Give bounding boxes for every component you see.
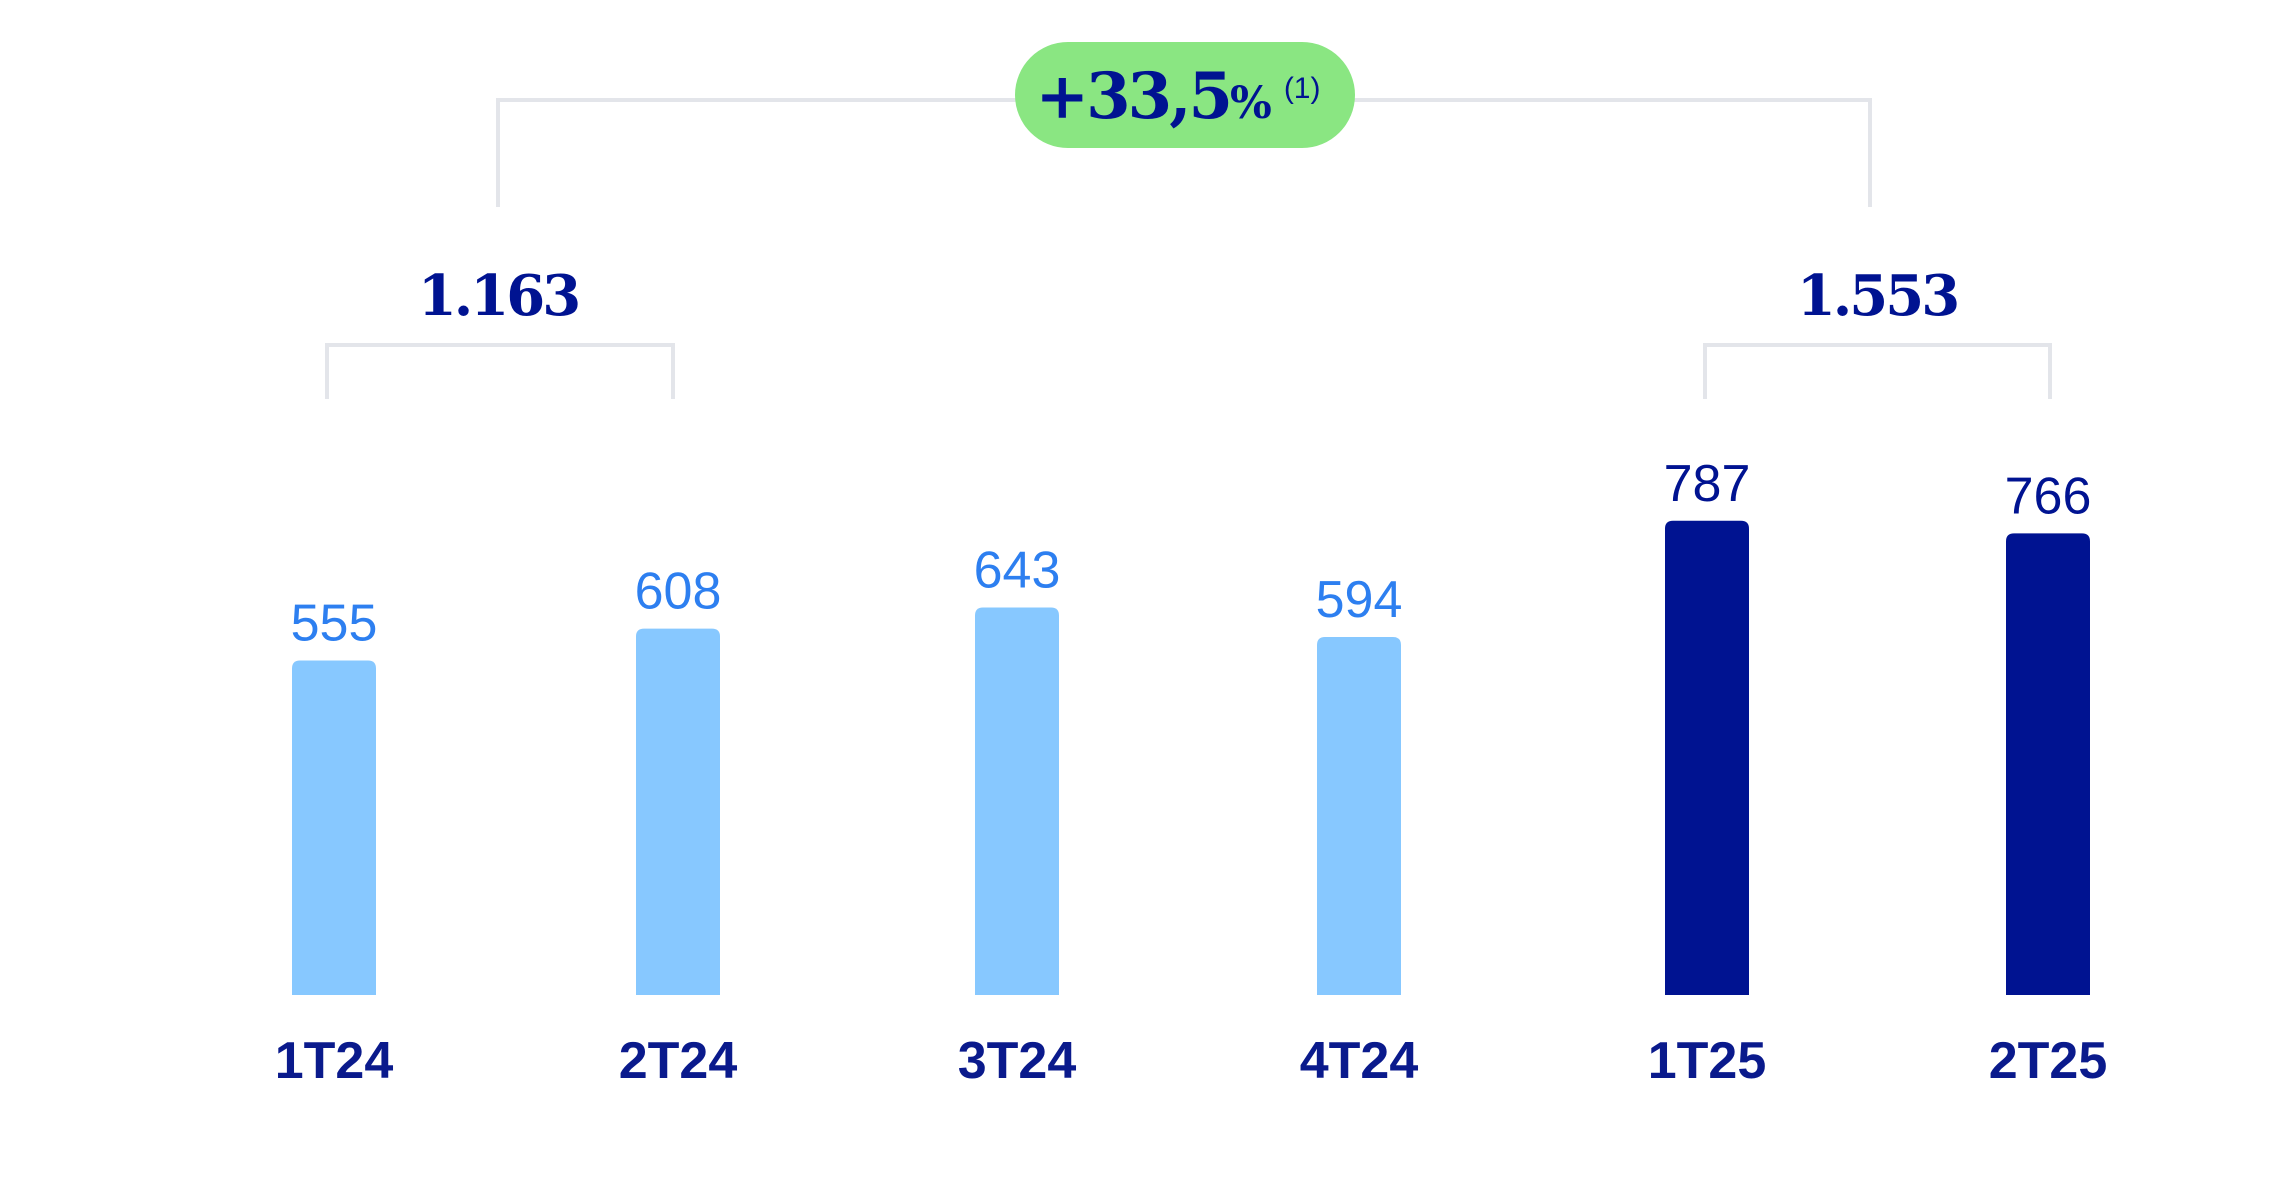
category-label-2t25: 2T25 — [1989, 1032, 2108, 1090]
bar-2t24 — [636, 628, 720, 995]
total-bracket-2025 — [1703, 343, 2052, 399]
bar-1t25 — [1665, 520, 1749, 995]
bar-group-3t24: 643 3T24 — [958, 542, 1077, 1090]
value-label-2t25: 766 — [2005, 467, 2092, 525]
category-label-1t24: 1T24 — [275, 1032, 394, 1090]
total-label-2024: 1.163 — [418, 263, 578, 329]
value-label-2t24: 608 — [635, 563, 722, 621]
bar-4t24 — [1317, 637, 1401, 995]
growth-text: +33,5% (1) — [1036, 59, 1321, 134]
value-label-1t25: 787 — [1664, 455, 1751, 513]
value-label-1t24: 555 — [291, 595, 378, 653]
growth-badge-background — [1015, 42, 1355, 148]
bar-group-4t24: 594 4T24 — [1300, 571, 1419, 1090]
category-label-4t24: 4T24 — [1300, 1032, 1419, 1090]
growth-unit: % — [1230, 78, 1272, 129]
growth-footnote: (1) — [1284, 72, 1321, 105]
category-label-3t24: 3T24 — [958, 1032, 1077, 1090]
value-label-4t24: 594 — [1316, 571, 1403, 629]
category-label-1t25: 1T25 — [1648, 1032, 1767, 1090]
total-bracket-2024 — [325, 343, 675, 399]
category-label-2t24: 2T24 — [619, 1032, 738, 1090]
value-label-3t24: 643 — [974, 542, 1061, 600]
total-label-2025: 1.553 — [1797, 263, 1957, 329]
bars-layer: 555 1T24 608 2T24 643 3T24 594 4T24 787 1T25 766 2T… — [275, 455, 2108, 1090]
bar-group-1t24: 555 1T24 — [275, 595, 394, 1090]
growth-value: +33,5 — [1036, 59, 1231, 134]
bar-1t24 — [292, 660, 376, 995]
bar-2t25 — [2006, 533, 2090, 995]
bar-3t24 — [975, 607, 1059, 995]
bar-group-2t24: 608 2T24 — [619, 563, 738, 1090]
bar-group-1t25: 787 1T25 — [1648, 455, 1767, 1090]
growth-badge: +33,5% (1) — [1015, 42, 1355, 148]
bar-group-2t25: 766 2T25 — [1989, 467, 2108, 1090]
